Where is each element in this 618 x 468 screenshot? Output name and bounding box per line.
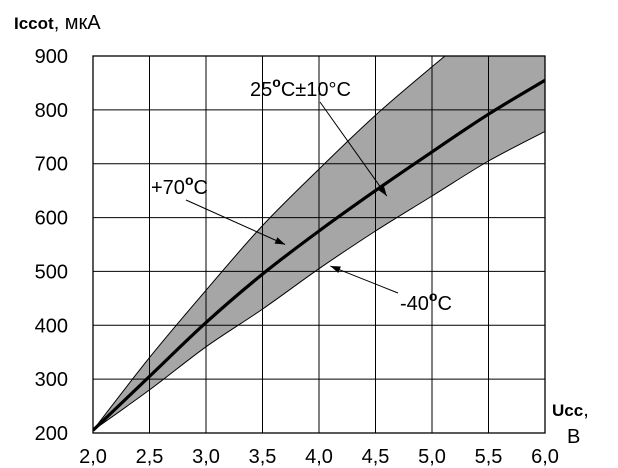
- typical-curve: [93, 78, 545, 432]
- annotation-arrow-line: [330, 265, 399, 294]
- y-tick-label: 800: [35, 100, 68, 122]
- y-axis-symbol: Iccot: [14, 14, 54, 33]
- plot-frame: [92, 55, 546, 434]
- x-axis-separator: ,: [583, 399, 589, 421]
- annotation-arrow-line: [319, 101, 388, 197]
- x-tick-labels: 2,0 2,5 3,0 3,5 4,0 4,5 5,0 5,5 6,0: [79, 446, 559, 468]
- annotation-plus70: +70oC: [151, 172, 208, 199]
- y-tick-label: 300: [35, 369, 68, 391]
- x-tick-label: 3,5: [249, 446, 277, 468]
- annotation-minus40: -40oC: [400, 288, 452, 315]
- annotation-arrowhead: [330, 266, 341, 273]
- typical-curve-layer: [93, 78, 545, 432]
- y-tick-label: 700: [35, 154, 68, 176]
- y-axis-unit: , мкА: [54, 12, 102, 34]
- y-tick-labels: 200 300 400 500 600 700 800 900: [35, 46, 68, 445]
- annotation-arrowhead: [378, 185, 387, 197]
- x-tick-label: 5,5: [475, 446, 503, 468]
- annotation-arrowhead: [274, 237, 286, 245]
- annotation-arrow-line: [185, 199, 286, 245]
- grid-layer: [93, 56, 545, 433]
- x-tick-label: 4,0: [305, 446, 333, 468]
- x-tick-label: 3,0: [192, 446, 220, 468]
- y-axis-title: Iccot, мкА: [14, 12, 101, 34]
- y-tick-label: 600: [35, 208, 68, 230]
- y-tick-label: 400: [35, 315, 68, 337]
- x-axis-symbol: Ucc: [552, 401, 583, 420]
- x-tick-label: 2,5: [136, 446, 164, 468]
- x-axis-unit: В: [567, 426, 580, 448]
- x-axis-title: Ucc,: [552, 399, 589, 421]
- annotation-arrows: [185, 101, 399, 294]
- x-tick-label: 5,0: [418, 446, 446, 468]
- y-tick-label: 200: [35, 423, 68, 445]
- y-tick-label: 500: [35, 261, 68, 283]
- x-tick-label: 6,0: [531, 446, 559, 468]
- x-tick-label: 4,5: [362, 446, 390, 468]
- y-tick-label: 900: [35, 46, 68, 68]
- annotation-typical: 25oC±10°C: [250, 74, 351, 101]
- x-tick-label: 2,0: [79, 446, 107, 468]
